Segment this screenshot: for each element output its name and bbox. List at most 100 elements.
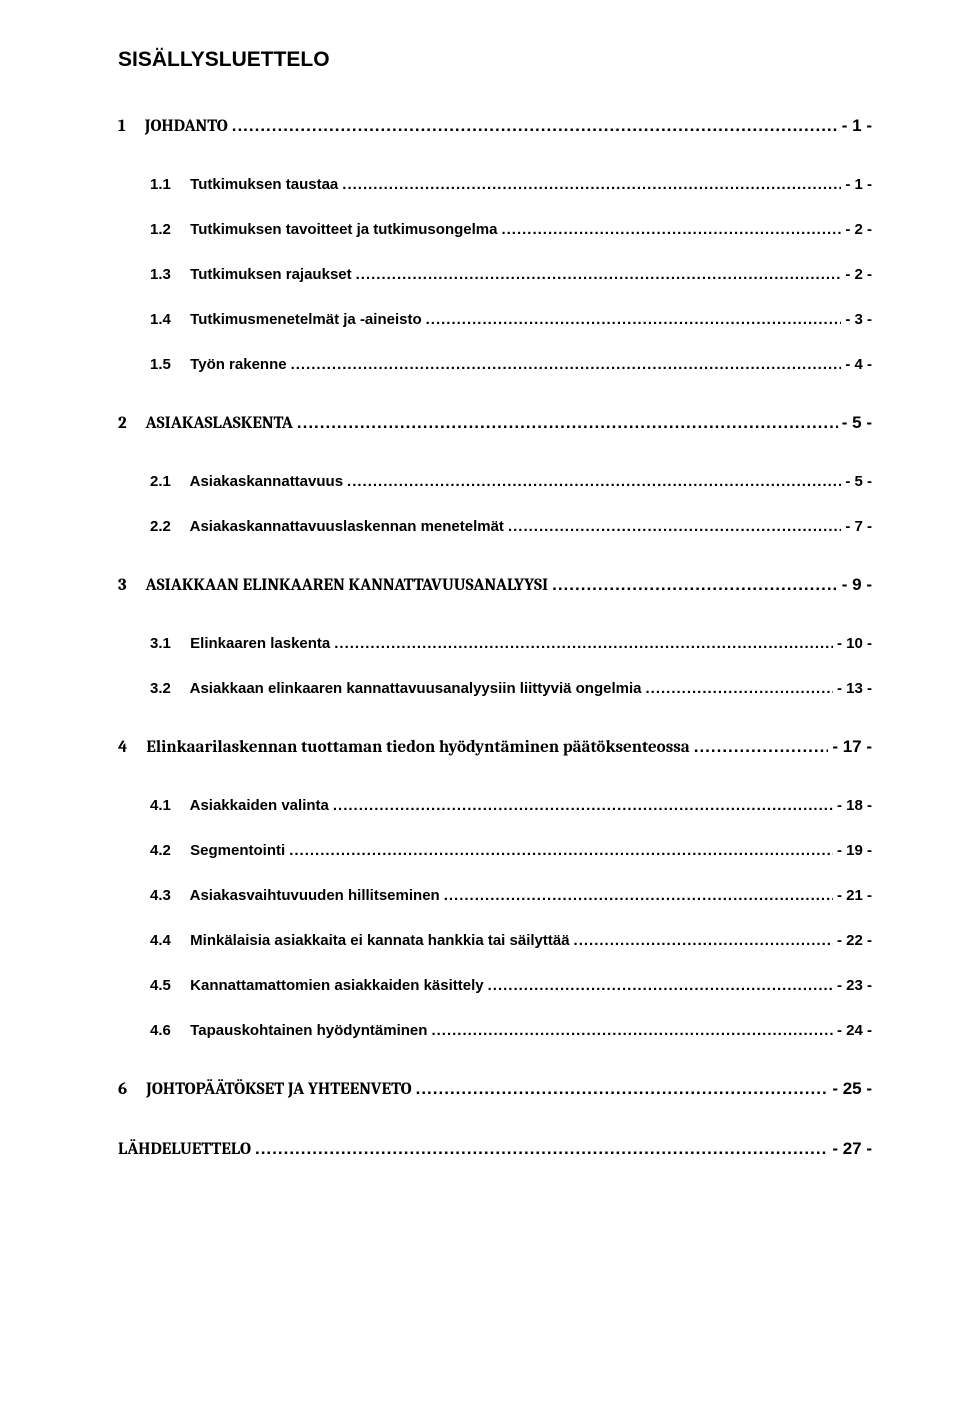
toc-page: - 5 - (842, 413, 872, 433)
toc-entry: 3.1 Elinkaaren laskenta - 10 - (118, 635, 872, 652)
toc-entry: 1.4 Tutkimusmenetelmät ja -aineisto - 3 - (118, 311, 872, 328)
toc-label: 4.6 Tapauskohtainen hyödyntäminen (150, 1022, 427, 1039)
toc-entry: 1.3 Tutkimuksen rajaukset - 2 - (118, 266, 872, 283)
toc-entry: 4 Elinkaarilaskennan tuottaman tiedon hy… (118, 737, 872, 757)
toc-label: 1.4 Tutkimusmenetelmät ja -aineisto (150, 311, 422, 328)
toc-entry: 2.1 Asiakaskannattavuus - 5 - (118, 473, 872, 490)
toc-page: - 19 - (837, 842, 872, 859)
toc-number: 4.3 (150, 887, 186, 904)
toc-page: - 4 - (845, 356, 872, 373)
toc-entry: 4.6 Tapauskohtainen hyödyntäminen - 24 - (118, 1022, 872, 1039)
toc-number: 4.2 (150, 842, 186, 859)
toc-text: JOHTOPÄÄTÖKSET JA YHTEENVETO (146, 1080, 412, 1099)
toc-leader-dots (488, 977, 833, 994)
toc-entry: 1.2 Tutkimuksen tavoitteet ja tutkimuson… (118, 221, 872, 238)
toc-text: Elinkaaren laskenta (190, 635, 330, 652)
toc-page: - 3 - (845, 311, 872, 328)
toc-label: 6 JOHTOPÄÄTÖKSET JA YHTEENVETO (118, 1079, 412, 1099)
toc-label: 1 JOHDANTO (118, 116, 228, 136)
toc-page: - 24 - (837, 1022, 872, 1039)
toc-entry: 1.1 Tutkimuksen taustaa - 1 - (118, 176, 872, 193)
toc-text: Tutkimuksen rajaukset (190, 266, 351, 283)
toc-page: - 2 - (845, 266, 872, 283)
toc-text: LÄHDELUETTELO (118, 1140, 251, 1159)
toc-entry: 6 JOHTOPÄÄTÖKSET JA YHTEENVETO- 25 - (118, 1079, 872, 1099)
toc-page: - 9 - (842, 575, 872, 595)
toc-page: - 10 - (837, 635, 872, 652)
toc-entry: LÄHDELUETTELO - 27 - (118, 1139, 872, 1159)
toc-number: 3.1 (150, 635, 186, 652)
toc-number: 1.2 (150, 221, 186, 238)
toc-leader-dots (416, 1079, 829, 1099)
toc-label: 1.3 Tutkimuksen rajaukset (150, 266, 352, 283)
table-of-contents: 1 JOHDANTO - 1 - 1.1 Tutkimuksen taustaa - … (118, 116, 872, 1159)
toc-page: - 5 - (845, 473, 872, 490)
toc-number: 1.5 (150, 356, 186, 373)
toc-entry: 4.2 Segmentointi - 19 - (118, 842, 872, 859)
toc-label: 4 Elinkaarilaskennan tuottaman tiedon hy… (118, 737, 690, 757)
toc-page: - 1 - (842, 116, 872, 136)
toc-entry: 4.1 Asiakkaiden valinta - 18 - (118, 797, 872, 814)
toc-page: - 2 - (845, 221, 872, 238)
toc-label: 2.2 Asiakaskannattavuuslaskennan menetel… (150, 518, 504, 535)
toc-text: Segmentointi (190, 842, 285, 859)
toc-number: 3 (118, 576, 127, 595)
toc-entry: 4.5 Kannattamattomien asiakkaiden käsitt… (118, 977, 872, 994)
toc-leader-dots (574, 932, 833, 949)
toc-entry: 3.2 Asiakkaan elinkaaren kannattavuusana… (118, 680, 872, 697)
toc-page: - 1 - (845, 176, 872, 193)
toc-text: ASIAKKAAN ELINKAAREN KANNATTAVUUSANALYYS… (146, 576, 549, 595)
toc-text: Asiakasvaihtuvuuden hillitseminen (190, 887, 440, 904)
toc-number: 4 (118, 738, 127, 757)
toc-leader-dots (508, 518, 841, 535)
toc-page: - 17 - (832, 737, 872, 757)
toc-leader-dots (347, 473, 841, 490)
toc-number: 6 (118, 1080, 127, 1099)
toc-number: 1.4 (150, 311, 186, 328)
toc-page: - 27 - (832, 1139, 872, 1159)
toc-leader-dots (333, 797, 833, 814)
toc-leader-dots (289, 842, 833, 859)
toc-page: - 18 - (837, 797, 872, 814)
toc-number: 4.1 (150, 797, 186, 814)
toc-leader-dots (297, 413, 838, 433)
toc-leader-dots (444, 887, 833, 904)
toc-number: 1.3 (150, 266, 186, 283)
toc-number: 4.4 (150, 932, 186, 949)
toc-page: - 21 - (837, 887, 872, 904)
toc-number: 1.1 (150, 176, 186, 193)
toc-text: Asiakkaan elinkaaren kannattavuusanalyys… (190, 680, 642, 697)
toc-leader-dots (334, 635, 833, 652)
toc-text: Tutkimuksen tavoitteet ja tutkimusongelm… (190, 221, 497, 238)
toc-label: 3.1 Elinkaaren laskenta (150, 635, 330, 652)
toc-entry: 1 JOHDANTO - 1 - (118, 116, 872, 136)
toc-label: 3 ASIAKKAAN ELINKAAREN KANNATTAVUUSANALY… (118, 575, 548, 595)
toc-label: 1.5 Työn rakenne (150, 356, 287, 373)
toc-text: Elinkaarilaskennan tuottaman tiedon hyöd… (146, 738, 689, 757)
toc-leader-dots (426, 311, 842, 328)
toc-leader-dots (646, 680, 833, 697)
toc-text: Asiakaskannattavuuslaskennan menetelmät (190, 518, 504, 535)
toc-label: 2 ASIAKASLASKENTA (118, 413, 293, 433)
toc-label: LÄHDELUETTELO (118, 1139, 251, 1159)
toc-leader-dots (232, 116, 838, 136)
toc-text: Asiakkaiden valinta (190, 797, 329, 814)
toc-leader-dots (291, 356, 842, 373)
toc-number: 2.1 (150, 473, 186, 490)
toc-page: - 7 - (845, 518, 872, 535)
toc-label: 4.4 Minkälaisia asiakkaita ei kannata ha… (150, 932, 570, 949)
toc-entry: 2.2 Asiakaskannattavuuslaskennan menetel… (118, 518, 872, 535)
toc-number: 4.5 (150, 977, 186, 994)
toc-entry: 2 ASIAKASLASKENTA - 5 - (118, 413, 872, 433)
toc-leader-dots (255, 1139, 828, 1159)
page-title: SISÄLLYSLUETTELO (118, 48, 872, 72)
toc-page: - 22 - (837, 932, 872, 949)
toc-text: Minkälaisia asiakkaita ei kannata hankki… (190, 932, 569, 949)
toc-page: - 13 - (837, 680, 872, 697)
toc-label: 2.1 Asiakaskannattavuus (150, 473, 343, 490)
toc-label: 4.2 Segmentointi (150, 842, 285, 859)
toc-label: 4.3 Asiakasvaihtuvuuden hillitseminen (150, 887, 440, 904)
toc-text: Tutkimuksen taustaa (190, 176, 338, 193)
toc-text: Tapauskohtainen hyödyntäminen (190, 1022, 427, 1039)
toc-text: ASIAKASLASKENTA (146, 414, 293, 433)
